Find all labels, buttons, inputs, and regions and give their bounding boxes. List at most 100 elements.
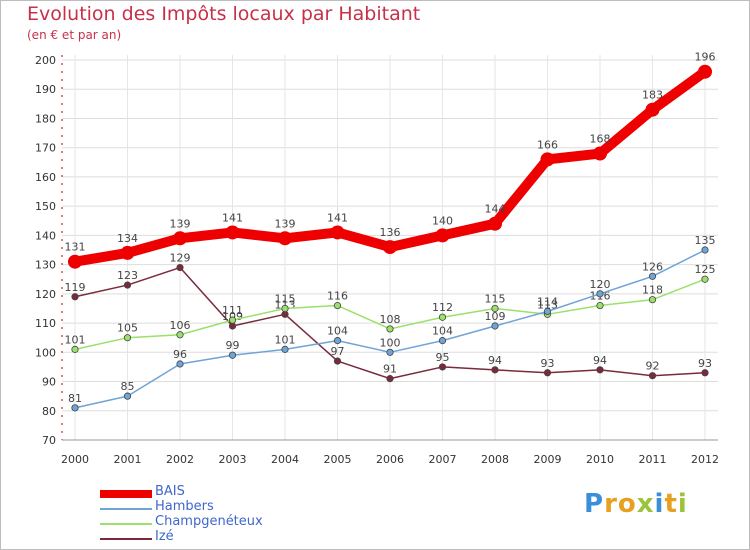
- data-label-bais: 139: [170, 217, 191, 230]
- x-tick-label: 2010: [586, 453, 614, 466]
- x-tick-label: 2012: [691, 453, 719, 466]
- y-tick-label: 180: [35, 112, 56, 125]
- legend-swatch: [100, 490, 152, 498]
- data-point-bais: [646, 103, 660, 117]
- data-label-hambers: 104: [432, 325, 453, 338]
- data-label-bais: 136: [380, 226, 401, 239]
- data-label-ize: 97: [331, 345, 345, 358]
- y-tick-label: 150: [35, 200, 56, 213]
- data-point-champgeneteux: [124, 334, 130, 340]
- data-point-champgeneteux: [387, 326, 393, 332]
- data-point-champgeneteux: [597, 302, 603, 308]
- data-point-hambers: [334, 337, 340, 343]
- data-label-ize: 93: [541, 357, 555, 370]
- data-label-ize: 94: [488, 354, 502, 367]
- data-point-hambers: [544, 308, 550, 314]
- brand-letter: i: [655, 489, 665, 519]
- data-label-bais: 140: [432, 214, 453, 227]
- y-tick-label: 70: [42, 434, 56, 447]
- data-label-ize: 119: [65, 281, 86, 294]
- brand-letter: t: [664, 489, 677, 519]
- data-label-champgeneteux: 111: [222, 304, 243, 317]
- data-point-ize: [124, 282, 130, 288]
- x-tick-label: 2003: [219, 453, 247, 466]
- line-chart: 7080901001101201301401501601701801902002…: [0, 0, 750, 480]
- data-point-ize: [702, 370, 708, 376]
- legend-swatch: [100, 523, 152, 525]
- data-label-ize: 123: [117, 269, 138, 282]
- data-point-bais: [541, 152, 555, 166]
- data-label-ize: 95: [436, 351, 450, 364]
- data-point-hambers: [649, 273, 655, 279]
- y-tick-label: 130: [35, 259, 56, 272]
- data-point-hambers: [492, 323, 498, 329]
- legend-label: Hambers: [155, 499, 214, 514]
- data-label-hambers: 85: [121, 380, 135, 393]
- data-label-champgeneteux: 106: [170, 319, 191, 332]
- data-point-champgeneteux: [229, 317, 235, 323]
- data-point-bais: [173, 231, 187, 245]
- data-point-hambers: [72, 405, 78, 411]
- legend-label: Izé: [155, 529, 174, 544]
- data-point-bais: [226, 225, 240, 239]
- data-point-bais: [121, 246, 135, 260]
- data-label-bais: 131: [65, 241, 86, 254]
- data-point-champgeneteux: [72, 346, 78, 352]
- data-point-bais: [68, 255, 82, 269]
- data-point-bais: [278, 231, 292, 245]
- x-tick-label: 2007: [429, 453, 457, 466]
- data-point-bais: [488, 217, 502, 231]
- data-label-hambers: 100: [380, 336, 401, 349]
- data-label-champgeneteux: 108: [380, 313, 401, 326]
- data-label-bais: 144: [485, 203, 506, 216]
- x-tick-label: 2009: [534, 453, 562, 466]
- data-label-ize: 91: [383, 363, 397, 376]
- data-label-hambers: 135: [695, 234, 716, 247]
- data-point-ize: [544, 370, 550, 376]
- data-label-ize: 93: [698, 357, 712, 370]
- data-label-hambers: 109: [485, 310, 506, 323]
- data-point-bais: [698, 65, 712, 79]
- legend-swatch: [100, 538, 152, 540]
- data-point-champgeneteux: [282, 305, 288, 311]
- brand-letter: P: [584, 489, 604, 519]
- y-tick-label: 120: [35, 288, 56, 301]
- data-point-ize: [649, 372, 655, 378]
- x-tick-label: 2008: [481, 453, 509, 466]
- brand-letter: r: [604, 489, 618, 519]
- data-point-hambers: [702, 247, 708, 253]
- data-label-hambers: 120: [590, 278, 611, 291]
- data-label-champgeneteux: 101: [65, 333, 86, 346]
- y-tick-label: 110: [35, 317, 56, 330]
- y-tick-label: 160: [35, 171, 56, 184]
- x-tick-label: 2001: [114, 453, 142, 466]
- brand-letter: x: [637, 489, 655, 519]
- data-label-bais: 134: [117, 232, 138, 245]
- data-label-bais: 166: [537, 138, 558, 151]
- legend-swatch: [100, 508, 152, 510]
- data-point-ize: [439, 364, 445, 370]
- data-label-ize: 92: [646, 360, 660, 373]
- y-tick-label: 190: [35, 83, 56, 96]
- data-point-hambers: [282, 346, 288, 352]
- data-label-bais: 183: [642, 89, 663, 102]
- data-point-hambers: [387, 349, 393, 355]
- x-tick-label: 2004: [271, 453, 299, 466]
- x-tick-label: 2006: [376, 453, 404, 466]
- data-point-ize: [597, 367, 603, 373]
- data-point-ize: [387, 375, 393, 381]
- data-label-hambers: 96: [173, 348, 187, 361]
- y-tick-label: 100: [35, 346, 56, 359]
- data-label-champgeneteux: 115: [275, 292, 296, 305]
- y-tick-label: 200: [35, 54, 56, 67]
- brand-letter: i: [678, 489, 688, 519]
- y-tick-label: 140: [35, 229, 56, 242]
- x-tick-label: 2005: [324, 453, 352, 466]
- data-label-bais: 168: [590, 133, 611, 146]
- data-point-champgeneteux: [702, 276, 708, 282]
- data-label-bais: 196: [695, 51, 716, 64]
- data-label-hambers: 126: [642, 260, 663, 273]
- x-tick-label: 2000: [61, 453, 89, 466]
- data-label-champgeneteux: 118: [642, 284, 663, 297]
- y-tick-label: 90: [42, 376, 56, 389]
